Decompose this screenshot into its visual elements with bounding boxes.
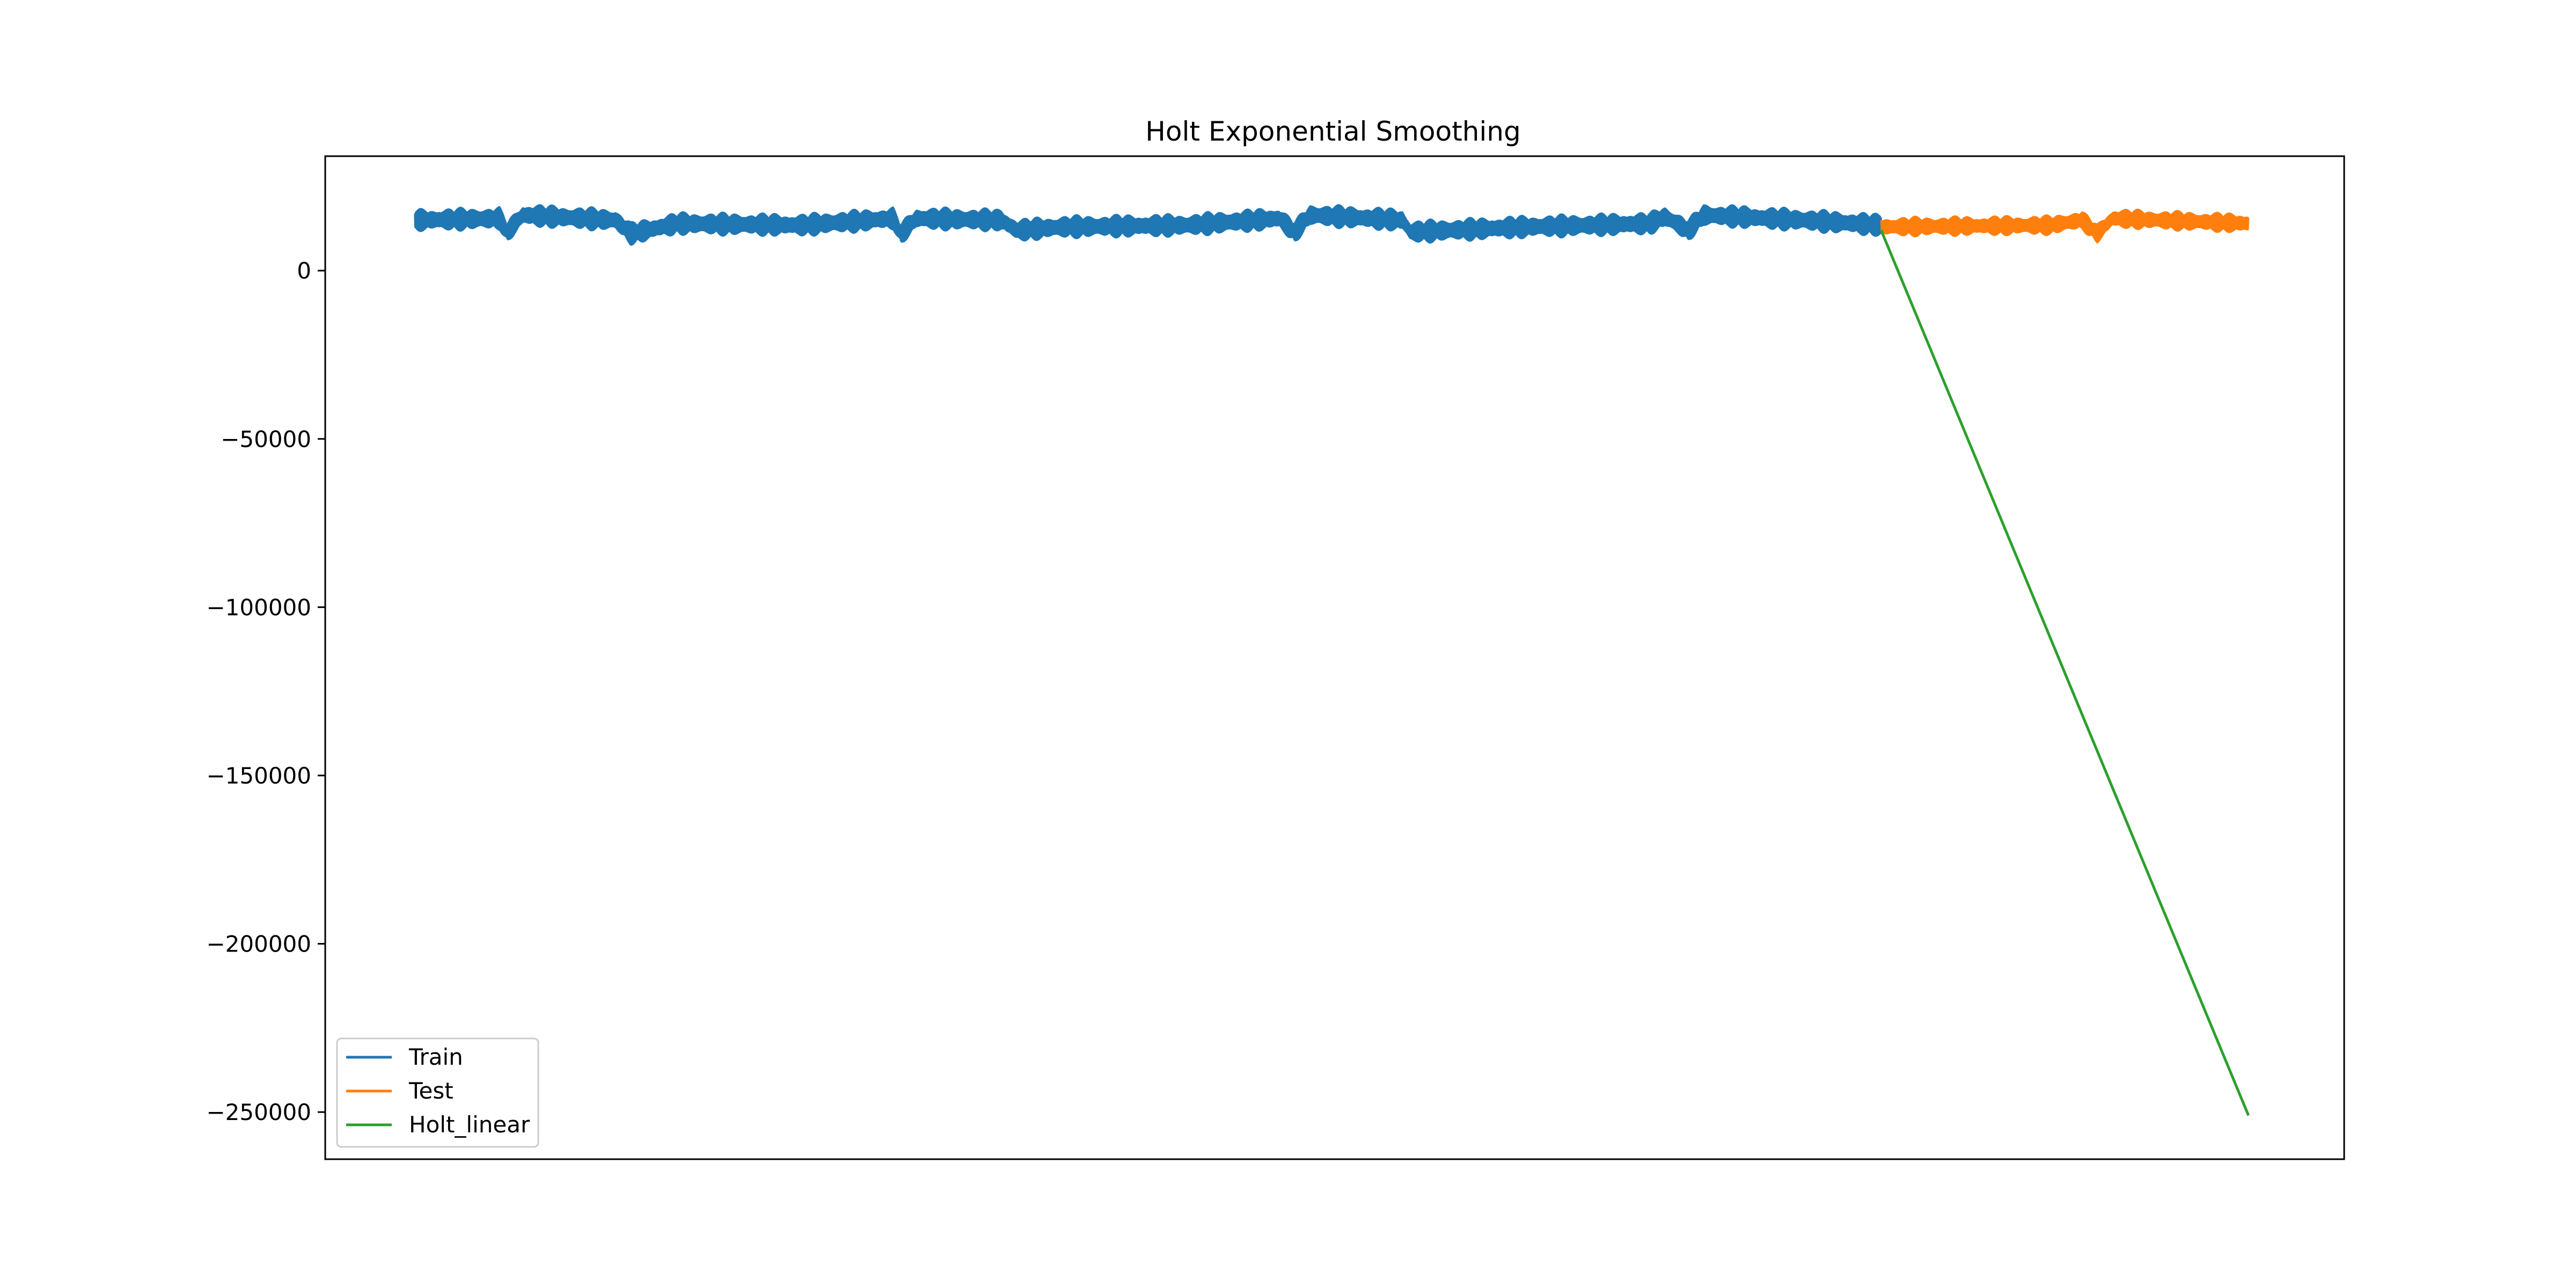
y-tick-label: −200000 bbox=[206, 931, 311, 957]
legend-label-holt-linear: Holt_linear bbox=[409, 1111, 530, 1138]
series-line-train bbox=[414, 204, 1882, 246]
y-tick-label: −50000 bbox=[221, 426, 311, 452]
chart-title: Holt Exponential Smoothing bbox=[1145, 116, 1520, 147]
y-tick-label: −250000 bbox=[206, 1099, 311, 1125]
series-line-holt-linear bbox=[1879, 230, 2250, 1116]
y-tick-label: −100000 bbox=[206, 594, 311, 620]
series-line-test bbox=[1880, 208, 2250, 244]
legend: Train Test Holt_linear bbox=[336, 1037, 539, 1148]
y-axis: 0 −50000 −100000 −150000 −200000 −250000 bbox=[206, 258, 325, 1125]
y-tick-label: 0 bbox=[297, 258, 311, 284]
legend-label-train: Train bbox=[408, 1044, 463, 1070]
plot-frame bbox=[324, 155, 2345, 1160]
y-tick-label: −150000 bbox=[206, 763, 311, 789]
legend-label-test: Test bbox=[408, 1078, 453, 1104]
legend-box bbox=[336, 1037, 539, 1148]
plot-lines bbox=[414, 204, 2250, 1116]
